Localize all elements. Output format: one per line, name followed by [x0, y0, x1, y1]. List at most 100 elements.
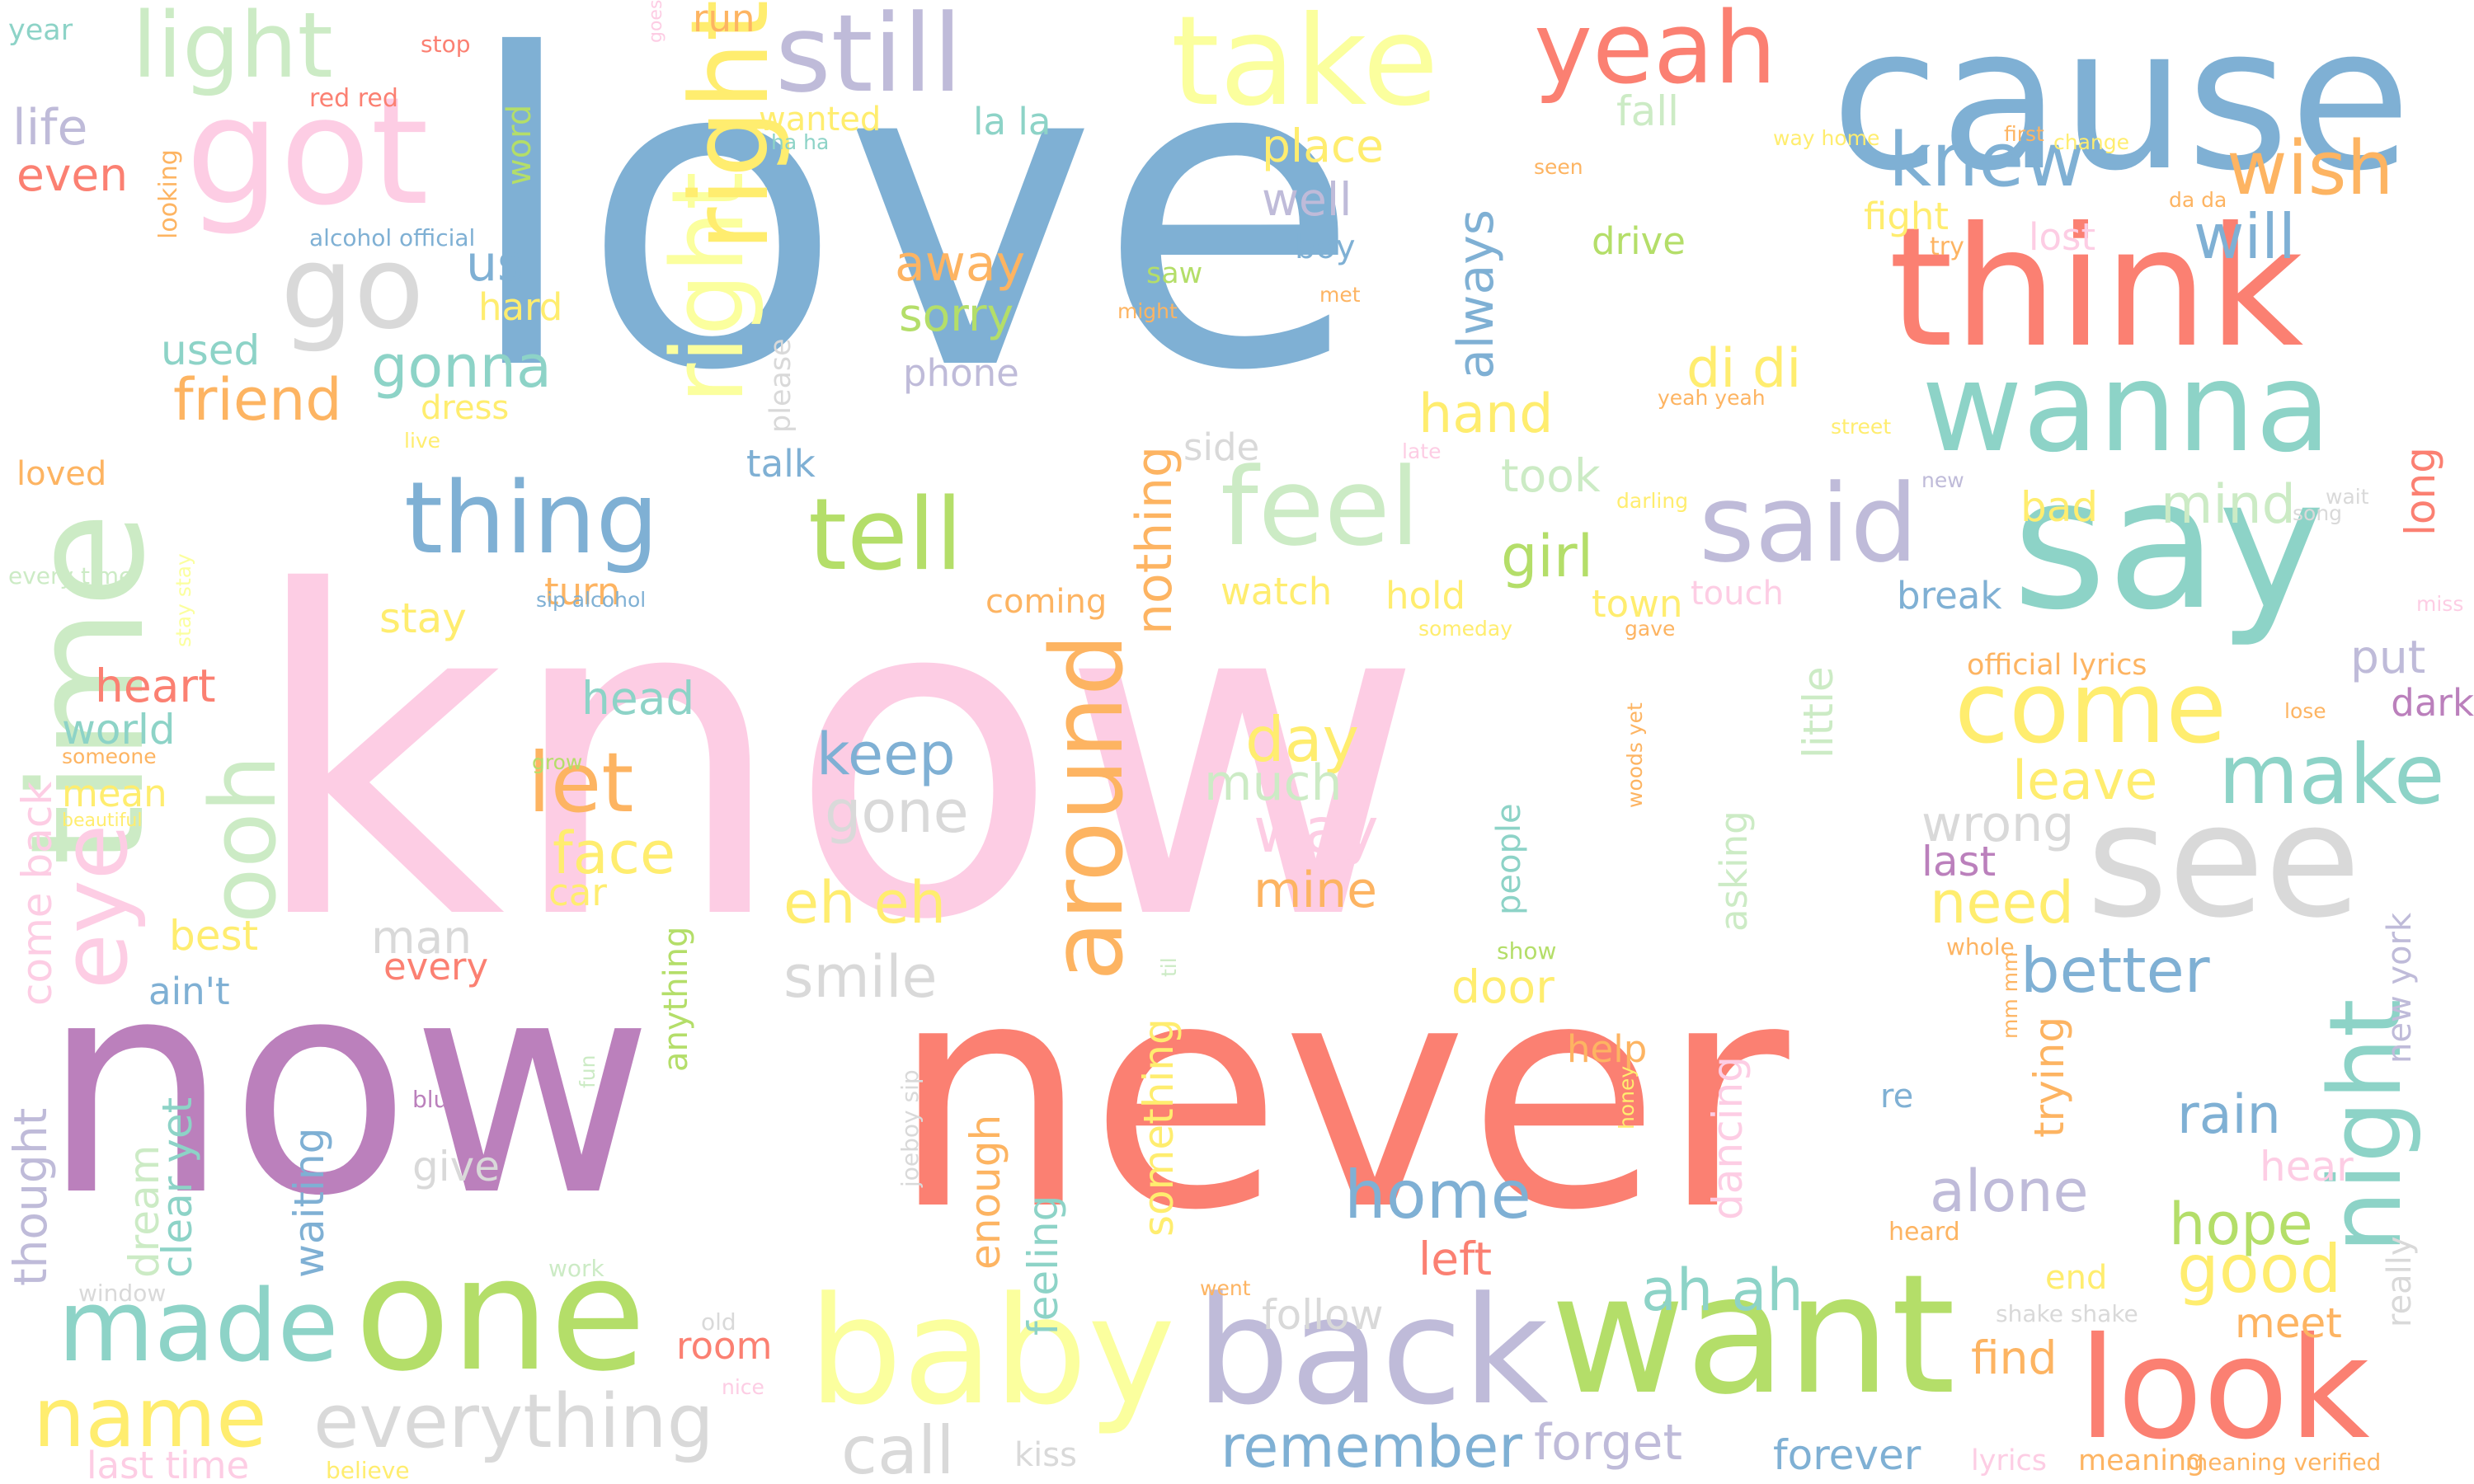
word-cloud-word: word	[501, 104, 539, 186]
word-cloud-word: lyrics	[1971, 1444, 2048, 1477]
word-cloud-word: let	[528, 735, 634, 831]
word-cloud-word: goes	[646, 0, 666, 44]
word-cloud-word: come back	[13, 781, 61, 1006]
word-cloud-word: joeboy sip	[896, 1069, 924, 1187]
word-cloud-word: la la	[973, 100, 1051, 143]
word-cloud-word: re	[1880, 1078, 1914, 1115]
word-cloud-word: eye	[42, 824, 148, 989]
word-cloud-word: dancing	[1704, 1056, 1752, 1220]
word-cloud-word: street	[1831, 415, 1892, 439]
word-cloud-word: grow	[532, 750, 583, 774]
word-cloud-word: say	[2012, 439, 2326, 650]
word-cloud-word: ah ah	[1641, 1256, 1804, 1324]
word-cloud-word: dark	[2391, 681, 2474, 725]
word-cloud-word: home	[1344, 1157, 1531, 1233]
word-cloud-word: late	[1402, 439, 1442, 463]
word-cloud-word: thought	[4, 1107, 57, 1286]
word-cloud-word: never	[891, 913, 1790, 1279]
word-cloud-word: car	[548, 871, 607, 914]
word-cloud-word: heard	[1888, 1218, 1960, 1247]
word-cloud-word: mean	[62, 772, 167, 815]
word-cloud-word: give	[412, 1143, 500, 1190]
word-cloud-word: face	[553, 819, 676, 887]
word-cloud-word: hope	[2169, 1190, 2313, 1258]
word-cloud-word: wanted	[759, 101, 882, 139]
word-cloud-word: got	[186, 66, 429, 238]
word-cloud-word: stop	[421, 31, 471, 58]
word-cloud-word: clear yet	[153, 1097, 201, 1278]
word-cloud-word: looking	[154, 149, 183, 239]
word-cloud-word: mine	[1253, 862, 1378, 919]
word-cloud-word: phone	[903, 351, 1019, 395]
word-cloud-word: rain	[2177, 1084, 2281, 1146]
word-cloud-word: wrong	[1921, 796, 2075, 853]
word-cloud-word: red red	[309, 84, 398, 113]
word-cloud-word: wanna	[1921, 336, 2331, 480]
word-cloud-word: old	[701, 1308, 736, 1336]
word-cloud-word: follow	[1262, 1291, 1384, 1339]
word-cloud-word: song	[2293, 501, 2343, 525]
word-cloud-word: always	[1447, 209, 1505, 379]
word-cloud-word: around	[1031, 633, 1145, 981]
word-cloud-word: took	[1501, 449, 1601, 502]
word-cloud-word: til	[1157, 957, 1181, 977]
word-cloud-word: long	[2396, 447, 2444, 536]
word-cloud-word: really	[2381, 1236, 2419, 1327]
word-cloud-word: official lyrics	[1967, 649, 2147, 682]
word-cloud-word: love	[462, 0, 1362, 464]
word-cloud-word: hard	[478, 285, 563, 329]
word-cloud-word: beautiful	[62, 810, 143, 831]
word-cloud-word: well	[1262, 173, 1352, 226]
word-cloud-word: better	[2020, 934, 2210, 1007]
word-cloud-word: look	[2078, 1308, 2370, 1471]
word-cloud-word: someone	[62, 744, 157, 768]
word-cloud-word: wait	[2326, 485, 2369, 509]
word-cloud-word: met	[1319, 283, 1361, 307]
word-cloud-word: feeling	[1019, 1195, 1067, 1336]
word-cloud-word: gonna	[371, 333, 552, 401]
word-cloud-word: every time	[8, 562, 134, 589]
word-cloud-word: enough	[962, 1114, 1009, 1270]
word-cloud-word: door	[1451, 960, 1554, 1013]
word-cloud-word: year	[8, 14, 73, 47]
word-cloud-word: every	[383, 945, 489, 989]
word-cloud-word: alone	[1930, 1158, 2089, 1225]
word-cloud-word: change	[2053, 130, 2130, 154]
word-cloud-word: mind	[2161, 474, 2296, 536]
word-cloud-word: back	[1196, 1266, 1549, 1438]
word-cloud-word: ha ha	[771, 130, 830, 154]
word-cloud-word: mm mm	[1998, 951, 2022, 1039]
word-cloud-word: friend	[173, 366, 342, 434]
word-cloud-word: alcohol official	[309, 224, 476, 251]
word-cloud-word: heart	[95, 660, 216, 712]
word-cloud-word: lost	[2029, 215, 2096, 259]
word-cloud-word: boy	[1295, 228, 1356, 266]
word-cloud-word: di di	[1686, 338, 1802, 400]
word-cloud-word: us	[466, 235, 524, 293]
word-cloud-word: girl	[1501, 523, 1594, 590]
word-cloud-word: said	[1699, 461, 1919, 586]
word-cloud-word: anything	[657, 926, 695, 1072]
word-cloud-word: come	[1954, 651, 2227, 766]
word-cloud-word: stay	[379, 594, 467, 642]
word-cloud-word: put	[2350, 631, 2426, 683]
word-cloud-word: make	[2218, 726, 2445, 823]
word-cloud-word: saw	[1146, 257, 1203, 290]
word-cloud-word: went	[1200, 1276, 1251, 1300]
word-cloud-word: try	[1930, 232, 1964, 261]
word-cloud-word: need	[1930, 869, 2074, 937]
word-cloud-word: gone	[825, 778, 969, 846]
word-cloud-word: last time	[87, 1444, 250, 1484]
word-cloud-word: show	[1497, 937, 1557, 965]
word-cloud-word: name	[33, 1369, 267, 1466]
word-cloud-word: new york	[2381, 912, 2419, 1064]
word-cloud-word: first	[2004, 122, 2044, 146]
word-cloud-word: work	[548, 1255, 604, 1282]
word-cloud-word: end	[2045, 1259, 2108, 1297]
word-cloud-word: fall	[1616, 87, 1680, 135]
word-cloud-word: last	[1921, 838, 1997, 885]
word-cloud-word: meaning verified	[2185, 1449, 2382, 1476]
word-cloud-word: life	[12, 99, 88, 157]
word-cloud-word: still	[775, 0, 963, 116]
